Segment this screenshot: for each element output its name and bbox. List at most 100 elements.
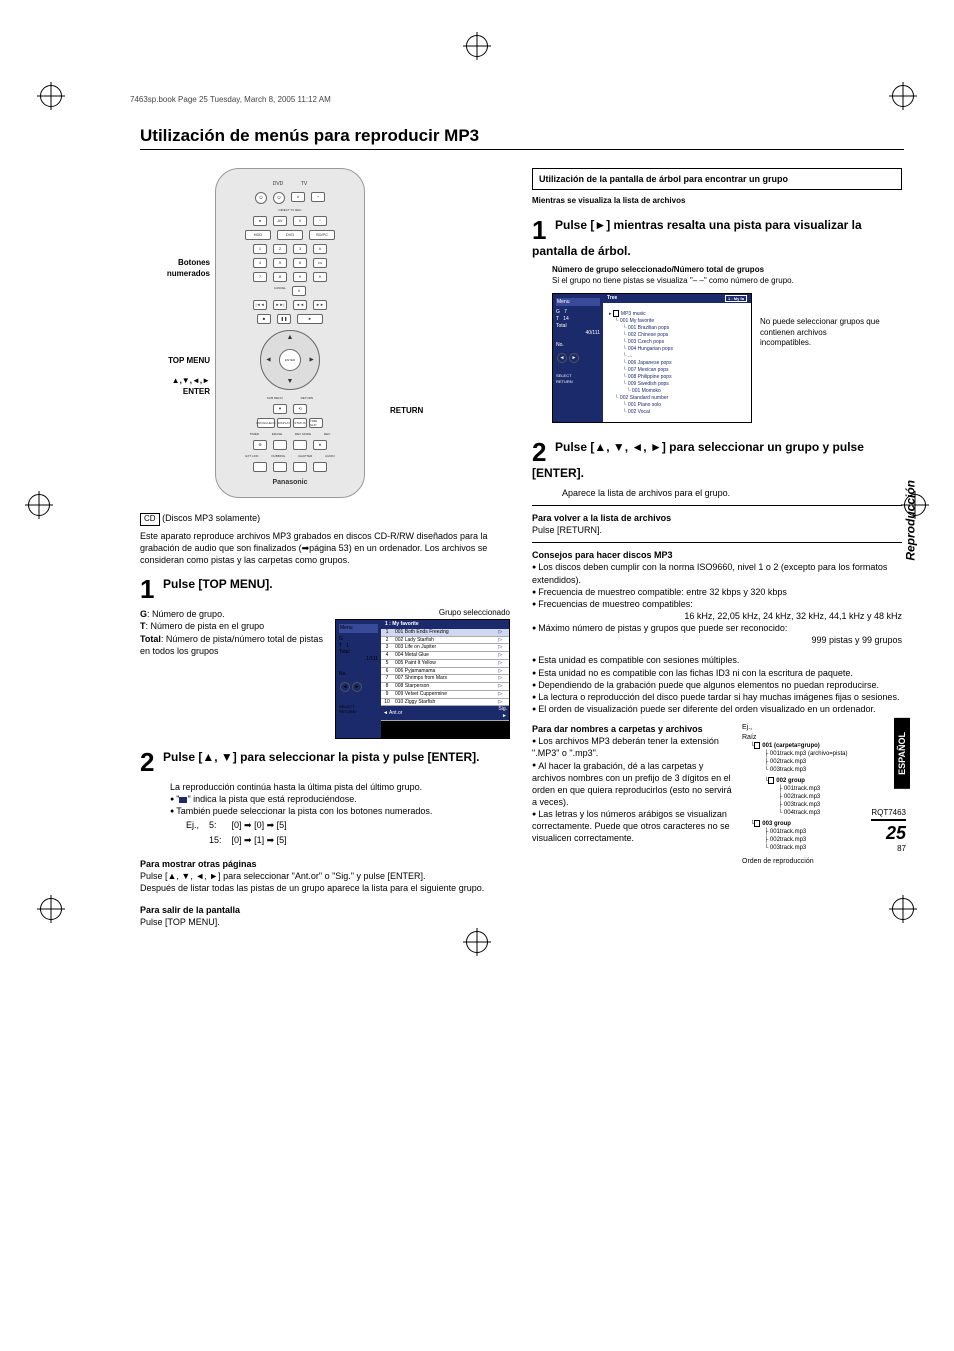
legend-g-desc: Número de grupo. xyxy=(152,609,225,619)
extlink-button[interactable] xyxy=(253,462,267,472)
tree-panel: Menu G 7 T 14 Total 40/111 No. ◄► SELECT… xyxy=(552,293,752,423)
num-9[interactable]: 9 xyxy=(293,272,307,282)
num-8[interactable]: 8 xyxy=(273,272,287,282)
menu-header: Menu xyxy=(339,624,378,633)
file: 003track.mp3 xyxy=(784,802,820,808)
sdpc-tab[interactable]: SD/PC xyxy=(309,230,335,240)
tree-item[interactable]: └ ... xyxy=(623,353,745,360)
play-button[interactable]: ► xyxy=(297,314,323,324)
num-5[interactable]: 5 xyxy=(273,258,287,268)
track-row[interactable]: 2002 Lady Starfish▷ xyxy=(381,636,509,644)
left-arrow-button[interactable]: ◄ xyxy=(265,355,272,364)
names-b2: Al hacer la grabación, dé a las carpetas… xyxy=(532,760,732,809)
tree-g: G xyxy=(556,309,560,315)
legend-total: Total xyxy=(140,634,161,644)
progcheck-button[interactable]: PROGCHECK xyxy=(257,418,275,428)
tree-item[interactable]: └ 002 Chinese pops xyxy=(623,332,745,339)
recmode-button[interactable] xyxy=(293,440,307,450)
vol-up-button[interactable]: + xyxy=(311,192,325,202)
ch-down-button[interactable]: ∨ xyxy=(293,216,307,226)
tree-item[interactable]: └ 001 Piano solo xyxy=(623,402,745,409)
tree-t: T xyxy=(556,316,559,322)
tree-item[interactable]: └ 002 Vocal xyxy=(623,409,745,416)
file: 001track.mp3 (archivo=pista) xyxy=(770,751,848,757)
num-6[interactable]: 6 xyxy=(293,258,307,268)
search-fwd-button[interactable]: ►► xyxy=(313,300,327,310)
search-back-button[interactable]: ◄◄ xyxy=(293,300,307,310)
audio-label: AUDIO xyxy=(325,454,335,458)
track-row[interactable]: 10010 Ziggy Starfish▷ xyxy=(381,698,509,706)
doc-code: RQT7463 xyxy=(871,808,906,817)
num-4[interactable]: 4 xyxy=(253,258,267,268)
remote-diagram: Botones numerados TOP MENU ▲,▼,◄,► ENTER… xyxy=(140,168,440,498)
display-button[interactable]: DISPLAY xyxy=(277,418,291,428)
salir-p: Pulse [TOP MENU]. xyxy=(140,916,510,928)
timer-button[interactable]: ⊕ xyxy=(253,440,267,450)
tree-item[interactable]: └ 006 Japanese pops xyxy=(623,360,745,367)
tree-item[interactable]: └ 009 Swedish pops xyxy=(623,381,745,388)
track-row[interactable]: 4004 Metal Glue▷ xyxy=(381,652,509,660)
crop-mark xyxy=(28,494,50,516)
file: 002track.mp3 xyxy=(770,759,806,765)
pause-button[interactable]: ❚❚ xyxy=(277,314,291,324)
num-1[interactable]: 1 xyxy=(253,244,267,254)
num-2[interactable]: 2 xyxy=(273,244,287,254)
menu-prev[interactable]: ◄ Ant.or xyxy=(381,706,496,721)
key-sequence-table: Ej.,5:[0] ➡ [0] ➡ [5] 15:[0] ➡ [1] ➡ [5] xyxy=(180,817,293,847)
vol-down-button[interactable]: − xyxy=(313,216,327,226)
track-row[interactable]: 6006 Pyjamamama▷ xyxy=(381,667,509,675)
submenu-button[interactable]: ▼ xyxy=(273,404,287,414)
track-row[interactable]: 5005 Paint It Yellow▷ xyxy=(381,659,509,667)
hdd-tab[interactable]: HDD xyxy=(245,230,271,240)
grupo-seleccionado-label: Grupo seleccionado xyxy=(335,608,510,619)
track-row[interactable]: 1001 Both Ends Freezing▷ xyxy=(381,629,509,636)
track-row[interactable]: 3003 Life on Jupiter▷ xyxy=(381,644,509,652)
status-button[interactable]: STATUS xyxy=(293,418,307,428)
erase-button[interactable] xyxy=(273,440,287,450)
remote-label-return: RETURN xyxy=(390,406,440,417)
rec-button[interactable]: ● xyxy=(313,440,327,450)
av-button[interactable]: AV xyxy=(273,216,287,226)
ch-down-2[interactable]: ∨ xyxy=(313,272,327,282)
tree-item[interactable]: └ 002 Standard number xyxy=(615,395,745,402)
file: 002track.mp3 xyxy=(784,794,820,800)
tree-item[interactable]: └ 004 Hungarian pops xyxy=(623,346,745,353)
menu-tval: 1 xyxy=(346,643,349,649)
direct-rec-button[interactable]: ● xyxy=(253,216,267,226)
right-arrow-button[interactable]: ► xyxy=(308,355,315,364)
ch-up-button[interactable]: ∧ xyxy=(291,192,305,202)
tv-power-button[interactable]: ⏻ xyxy=(273,192,285,204)
tree-item[interactable]: └ 008 Philippine pops xyxy=(623,374,745,381)
power-button[interactable]: ⏻ xyxy=(255,192,267,204)
down-arrow-button[interactable]: ▼ xyxy=(287,377,294,386)
folder-icon xyxy=(613,310,619,317)
enter-button[interactable]: ENTER xyxy=(279,349,301,371)
tree-item[interactable]: └ 001 Momoko xyxy=(627,388,745,395)
skip-prev-button[interactable]: |◄◄ xyxy=(253,300,267,310)
track-row[interactable]: 9009 Velvet Cuppermine▷ xyxy=(381,690,509,698)
tree-item[interactable]: └ 003 Czech pops xyxy=(623,339,745,346)
dubbing-button[interactable] xyxy=(273,462,287,472)
stop-button[interactable]: ■ xyxy=(257,314,271,324)
track-row[interactable]: 8008 Starperson▷ xyxy=(381,683,509,691)
skip-next-button[interactable]: ►►| xyxy=(273,300,287,310)
num-7[interactable]: 7 xyxy=(253,272,267,282)
audio-button[interactable] xyxy=(313,462,327,472)
tree-item[interactable]: └ 007 Mexican pops xyxy=(623,367,745,374)
up-arrow-button[interactable]: ▲ xyxy=(287,333,294,342)
tree-item[interactable]: └ 001 Brazilian pops xyxy=(623,325,745,332)
menu-next[interactable]: Sig. ► xyxy=(496,706,509,721)
tree-item[interactable]: └ 001 My favorite xyxy=(615,318,745,325)
tree-back-button[interactable]: 1 : My fa xyxy=(725,295,747,302)
return-button[interactable]: ⟲ xyxy=(293,404,307,414)
track-row[interactable]: 7007 Shrimps from Mars▷ xyxy=(381,675,509,683)
num-3[interactable]: 3 xyxy=(293,244,307,254)
step-1: 1 Pulse [TOP MENU]. xyxy=(140,576,510,602)
timeslip-button[interactable]: TIME SLIP xyxy=(309,418,323,428)
dvd-tab[interactable]: DVD xyxy=(277,230,303,240)
tree-total: Total xyxy=(556,323,600,330)
ch-up-2[interactable]: ∧ xyxy=(313,244,327,254)
chapter-button[interactable] xyxy=(293,462,307,472)
folder-1: 001 (carpeta=grupo) xyxy=(762,743,820,749)
num-0[interactable]: 0 xyxy=(292,286,306,296)
